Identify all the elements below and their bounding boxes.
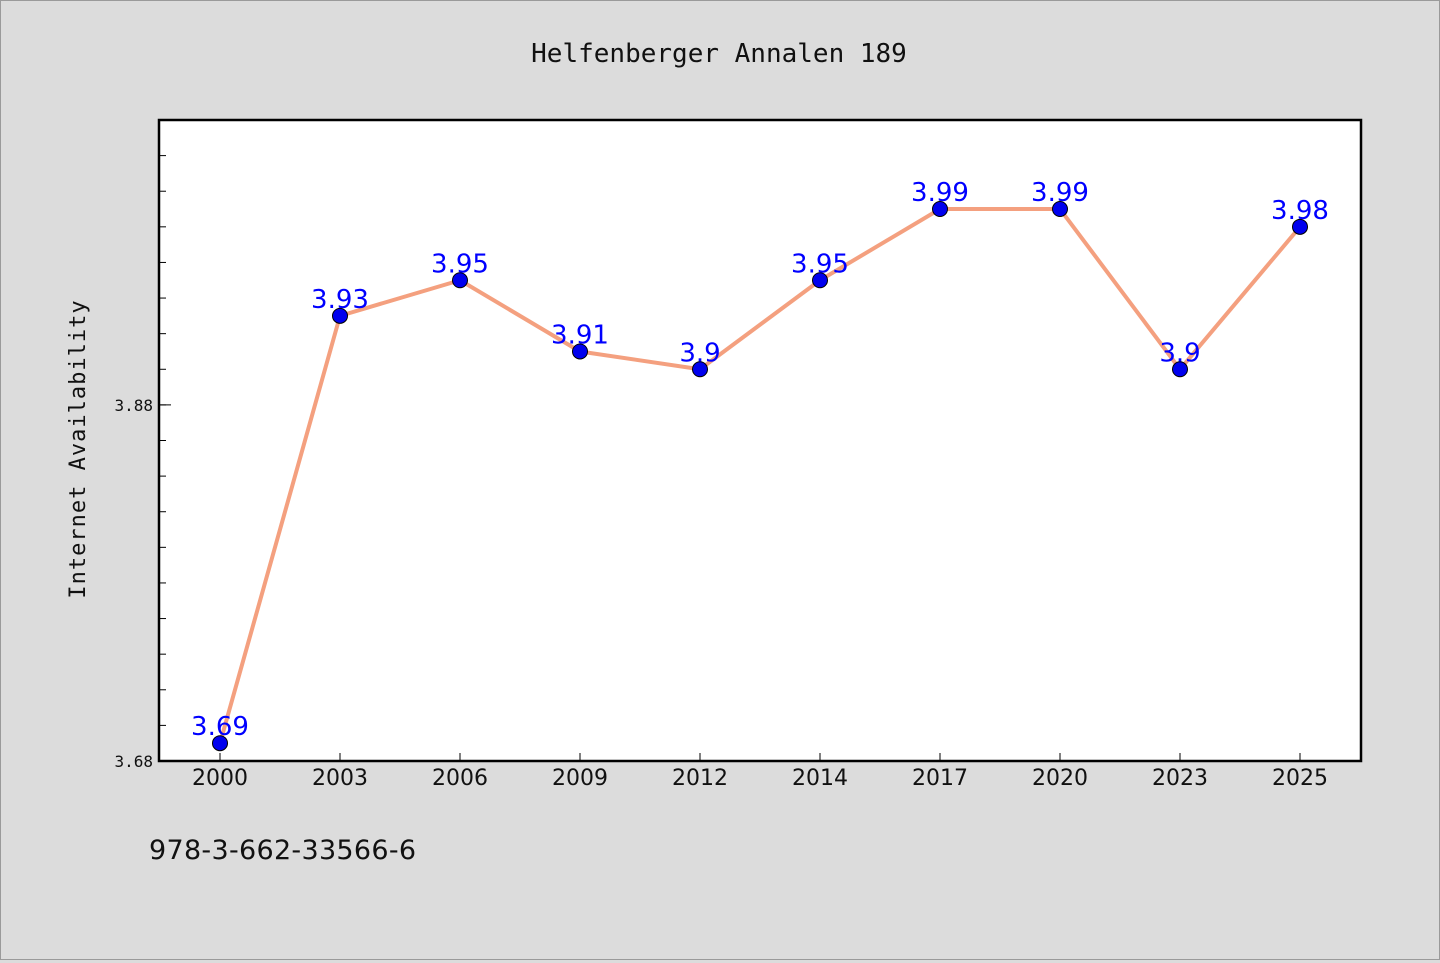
data-label: 3.99	[1031, 178, 1089, 208]
data-label: 3.91	[551, 320, 609, 350]
data-label: 3.9	[1159, 338, 1200, 368]
series-line	[218, 207, 1302, 744]
data-label: 3.98	[1271, 196, 1329, 226]
data-point	[1292, 218, 1308, 235]
chart-title: Helfenberger Annalen 189	[531, 39, 907, 69]
data-point	[932, 201, 948, 218]
x-tick-label: 2014	[792, 766, 848, 791]
data-point	[212, 735, 228, 752]
data-label: 3.95	[791, 249, 849, 279]
x-tick-label: 2003	[312, 766, 368, 791]
axis-ticks: 3.68 3.88 2000 2003 2006 2009 2012 2014 2017 2020…	[114, 155, 1328, 791]
data-point	[452, 272, 468, 289]
data-point	[572, 343, 588, 360]
x-tick-label: 2025	[1272, 766, 1328, 791]
y-tick-label: 3.88	[114, 396, 153, 415]
x-tick-label: 2006	[432, 766, 488, 791]
x-tick-label: 2012	[672, 766, 728, 791]
data-label: 3.93	[311, 285, 369, 315]
data-point	[1172, 361, 1188, 378]
x-tick-label: 2023	[1152, 766, 1208, 791]
data-label: 3.99	[911, 178, 969, 208]
y-tick-label: 3.68	[114, 752, 153, 771]
data-label: 3.9	[679, 338, 720, 368]
y-axis-label: Internet Availability	[66, 299, 91, 598]
x-tick-label: 2000	[192, 766, 248, 791]
data-label: 3.69	[191, 712, 249, 742]
series-layer: 3.69 3.93 3.95 3.91 3.9 3.95 3.99 3.99 3.9 3.98	[191, 178, 1329, 752]
data-point	[332, 307, 348, 324]
x-tick-label: 2009	[552, 766, 608, 791]
plot-area	[157, 118, 1363, 763]
data-point	[1052, 201, 1068, 218]
x-tick-label: 2020	[1032, 766, 1088, 791]
isbn-text: 978-3-662-33566-6	[149, 835, 417, 866]
data-label: 3.95	[431, 249, 489, 279]
data-point	[812, 272, 828, 289]
data-point	[692, 361, 708, 378]
x-tick-label: 2017	[912, 766, 968, 791]
